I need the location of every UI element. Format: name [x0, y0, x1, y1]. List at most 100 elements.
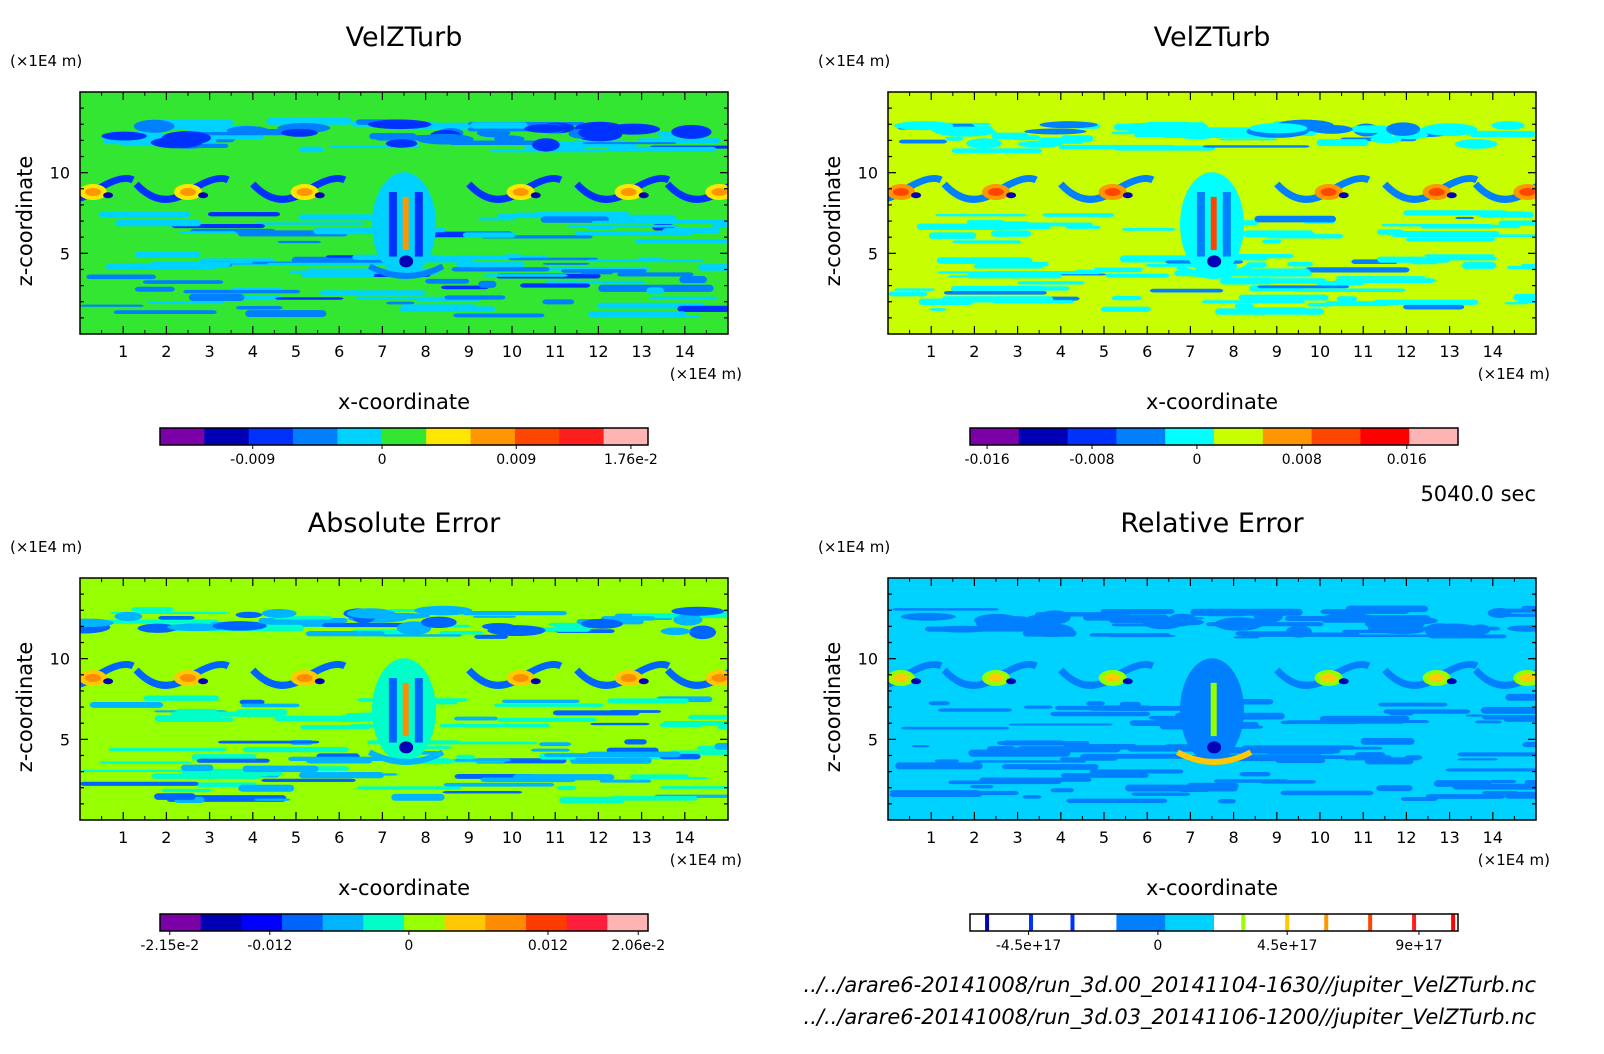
plume-column: [414, 192, 423, 257]
field-streak: [462, 611, 567, 616]
contour-field: [888, 92, 1536, 334]
vortex-core: [296, 188, 313, 197]
field-streak: [1479, 211, 1534, 218]
plume-arc: [1176, 749, 1253, 765]
field-streak: [1455, 216, 1475, 220]
field-streak: [80, 781, 199, 786]
field-streak: [1089, 769, 1184, 774]
field-streak: [1280, 790, 1374, 796]
colorbar-swatch: [160, 914, 202, 931]
field-streak: [1235, 631, 1290, 636]
field-streak: [89, 701, 164, 708]
vortex-core: [103, 192, 114, 199]
vortex-core: [1519, 188, 1536, 197]
x-tick-label: 10: [1310, 828, 1330, 847]
colorbar-swatch: [444, 914, 486, 931]
vortex-core: [620, 674, 637, 683]
x-tick-label: 9: [1272, 828, 1282, 847]
field-streak: [566, 224, 679, 228]
x-tick-label: 14: [675, 828, 695, 847]
field-streak: [587, 225, 614, 230]
time-label: 5040.0 sec: [1420, 482, 1536, 506]
field-streak: [1058, 144, 1176, 150]
field-blob: [1024, 128, 1087, 135]
field-streak: [202, 771, 272, 777]
field-streak: [131, 607, 174, 612]
field-streak: [1017, 281, 1085, 285]
field-blob: [101, 131, 147, 141]
field-streak: [472, 615, 517, 618]
field-blob: [80, 618, 114, 628]
field-streak: [1376, 785, 1413, 792]
field-streak: [1109, 618, 1146, 624]
field-streak: [599, 779, 652, 783]
field-streak: [590, 722, 650, 726]
field-streak: [1239, 771, 1271, 777]
field-blob: [367, 119, 432, 130]
plume-column: [1210, 196, 1217, 251]
x-tick-label: 14: [1483, 828, 1503, 847]
x-tick-label: 2: [969, 342, 979, 361]
field-streak: [1008, 723, 1113, 726]
colorbar-frame: [969, 427, 1459, 446]
x-tick-label: 11: [545, 828, 565, 847]
contour-field: [80, 578, 728, 820]
x-tick-label: 4: [248, 342, 258, 361]
field-streak: [1336, 276, 1426, 279]
field-streak: [559, 796, 625, 804]
field-blob: [931, 126, 953, 134]
field-blob: [671, 124, 712, 139]
field-streak: [991, 132, 1029, 140]
field-streak: [1505, 693, 1536, 701]
field-streak: [1246, 262, 1267, 268]
colorbar-label: 0: [404, 938, 413, 954]
colorbar-marker: [1412, 914, 1417, 931]
colorbar-swatch: [381, 428, 427, 445]
panel-3: Relative Error(×1E4 m)1 2 3 4 5 6 7 8 9 10 11 12 13 1…: [818, 508, 1550, 954]
field-blob: [524, 124, 566, 133]
field-streak: [181, 764, 214, 772]
field-blob: [1214, 617, 1264, 631]
vortex-core: [1519, 674, 1536, 683]
field-streak: [943, 290, 1047, 295]
field-streak: [477, 218, 517, 221]
field-streak: [1291, 288, 1406, 293]
field-streak: [1482, 714, 1536, 720]
field-blob: [671, 606, 725, 616]
field-streak: [275, 297, 344, 300]
field-blob: [476, 128, 511, 138]
vortex-core: [711, 188, 728, 197]
colorbar: -4.5e+17 0 4.5e+17 9e+17: [969, 913, 1459, 954]
field-streak: [574, 231, 692, 236]
field-streak: [928, 232, 977, 239]
x-unit-label: (×1E4 m): [670, 851, 742, 869]
x-tick-label: 10: [502, 828, 522, 847]
colorbar-swatch: [1214, 914, 1264, 931]
field-streak: [454, 716, 498, 721]
field-streak: [1316, 139, 1369, 147]
field-streak: [1420, 223, 1494, 229]
field-blob: [1401, 617, 1439, 625]
field-streak: [951, 148, 1043, 154]
field-blob: [1454, 139, 1498, 149]
field-streak: [81, 769, 199, 772]
field-streak: [976, 286, 1070, 291]
x-tick-label: 1: [118, 828, 128, 847]
field-streak: [637, 138, 721, 143]
field-streak: [539, 742, 572, 747]
plume-column: [1196, 192, 1205, 257]
field-blob: [482, 622, 515, 631]
colorbar-label: 0.012: [528, 938, 568, 954]
field-streak: [456, 262, 525, 268]
field-streak: [1360, 738, 1415, 745]
colorbar: -2.15e-2 -0.012 0 0.012 2.06e-2: [140, 913, 665, 954]
x-tick-label: 8: [421, 828, 431, 847]
y-tick-label: 5: [868, 730, 878, 749]
colorbar-marker: [1070, 914, 1075, 931]
field-streak: [1238, 698, 1274, 705]
plume-column: [1222, 192, 1231, 257]
vortex-core: [1122, 192, 1133, 199]
vortex-core: [1320, 674, 1337, 683]
field-streak: [105, 619, 219, 624]
field-blob: [689, 625, 717, 640]
